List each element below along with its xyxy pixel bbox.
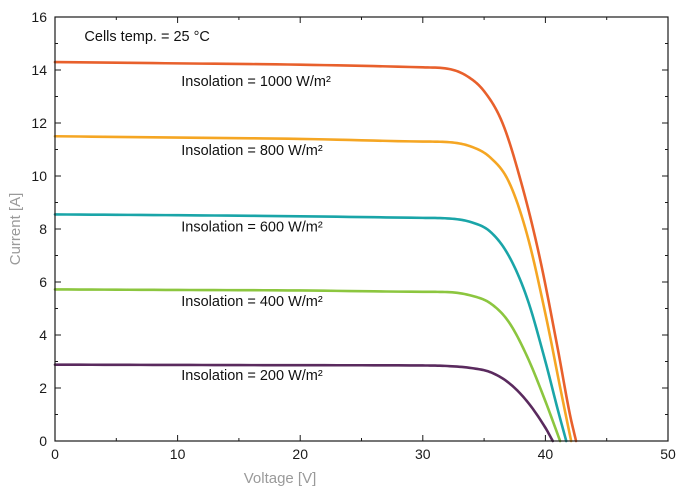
x-tick-label: 20 [292,446,308,462]
y-tick-label: 2 [39,380,47,396]
series-line-2 [53,213,568,443]
y-axis-title: Current [A] [7,193,24,266]
insolation-label-3: Insolation = 600 W/m² [181,220,323,236]
x-axis-title: Voltage [V] [244,470,317,487]
series-line-4 [53,363,555,443]
annotation-layer: Cells temp. = 25 °C Insolation = 1000 W/m… [84,29,331,384]
y-tick-label: 10 [31,168,47,184]
insolation-label-4: Insolation = 400 W/m² [181,294,323,310]
x-tick-label: 10 [170,446,186,462]
y-tick-label: 12 [31,115,47,131]
x-tick-label: 0 [51,446,59,462]
tick-layer: 0 10 20 30 40 50 0 2 4 6 8 10 12 14 16 [31,9,676,462]
x-tick-label: 50 [660,446,676,462]
y-tick-label: 8 [39,221,47,237]
insolation-label-1: Insolation = 1000 W/m² [181,74,331,90]
x-tick-label: 30 [415,446,431,462]
cells-temp-annotation: Cells temp. = 25 °C [84,29,209,45]
y-tick-label: 4 [39,327,47,343]
x-tick-label: 40 [538,446,554,462]
y-tick-label: 16 [31,9,47,25]
y-tick-label: 14 [31,62,47,78]
y-tick-label: 0 [39,433,47,449]
y-tick-label: 6 [39,274,47,290]
plot-frame [54,16,669,442]
insolation-label-5: Insolation = 200 W/m² [181,368,323,384]
series-line-3 [53,288,562,443]
series-line-1 [53,134,573,443]
series-line-0 [53,60,578,443]
series-layer [53,60,578,443]
insolation-label-2: Insolation = 800 W/m² [181,143,323,159]
